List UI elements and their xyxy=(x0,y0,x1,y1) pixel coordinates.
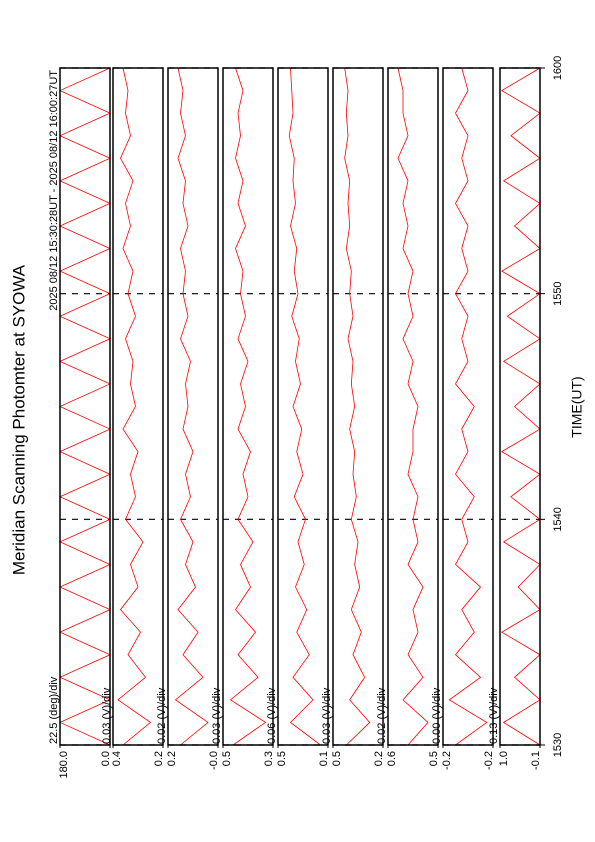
scale-label: 0.13 (V)/div xyxy=(488,687,500,744)
trace xyxy=(174,67,209,746)
panel-frame xyxy=(167,67,219,746)
y-tick-label: 180.0 xyxy=(58,751,70,779)
y-tick-label: 0.5 xyxy=(428,751,440,766)
panel-frame xyxy=(112,67,164,746)
panel-frame xyxy=(59,67,111,746)
y-tick-label: 0.4 xyxy=(111,751,123,766)
x-tick-label: 1600 xyxy=(552,56,564,80)
trace xyxy=(288,67,321,746)
y-tick-label: -0.0 xyxy=(208,751,220,770)
trace xyxy=(59,67,111,746)
y-tick-label: 0.5 xyxy=(331,751,343,766)
scale-label: 0.02 (V)/div xyxy=(156,687,168,744)
x-axis-label: TIME(UT) xyxy=(569,376,585,437)
trace xyxy=(448,67,488,746)
scale-label: 22.5 (deg)/div xyxy=(48,676,60,744)
y-tick-label: 0.2 xyxy=(166,751,178,766)
y-tick-label: 1.0 xyxy=(498,751,510,766)
trace xyxy=(501,67,541,746)
x-tick-label: 1550 xyxy=(552,281,564,305)
scale-label: 0.03 (V)/div xyxy=(321,687,333,744)
scale-label: 0.03 (V)/div xyxy=(211,687,223,744)
x-tick-label: 1540 xyxy=(552,507,564,531)
scale-label: 0.06 (V)/div xyxy=(266,687,278,744)
panel-frame xyxy=(332,67,384,746)
scale-label: 0.03 (V)/div xyxy=(101,687,113,744)
trace xyxy=(397,67,429,746)
trace xyxy=(229,67,267,746)
y-tick-label: -0.1 xyxy=(530,751,542,770)
y-tick-label: 0.2 xyxy=(153,751,165,766)
y-tick-label: 0.0 xyxy=(100,751,112,766)
panel-frame xyxy=(442,67,494,746)
panel-frame xyxy=(499,67,541,746)
panel-frame xyxy=(222,67,274,746)
scale-label: 0.02 (V)/div xyxy=(376,687,388,744)
trace xyxy=(344,67,371,746)
x-tick-label: 1530 xyxy=(552,733,564,757)
chart-subtitle: 2025 08/12 15:30:28UT - 2025 08/12 16:00… xyxy=(48,70,60,311)
y-tick-label: 0.6 xyxy=(386,751,398,766)
scale-label: 0.00 (V)/div xyxy=(431,687,443,744)
rotated-plot: Meridian Scanning Photomter at SYOWA 202… xyxy=(9,56,584,779)
y-tick-label: -0.2 xyxy=(483,751,495,770)
y-tick-label: 0.2 xyxy=(373,751,385,766)
y-tick-label: 0.1 xyxy=(318,751,330,766)
panel-frame xyxy=(277,67,329,746)
trace xyxy=(117,67,152,746)
y-tick-label: 0.5 xyxy=(276,751,288,766)
y-tick-label: 0.3 xyxy=(263,751,275,766)
y-tick-label: -0.2 xyxy=(441,751,453,770)
chart-title: Meridian Scanning Photomter at SYOWA xyxy=(9,264,28,575)
panel-frame xyxy=(387,67,439,746)
y-tick-label: 0.5 xyxy=(221,751,233,766)
